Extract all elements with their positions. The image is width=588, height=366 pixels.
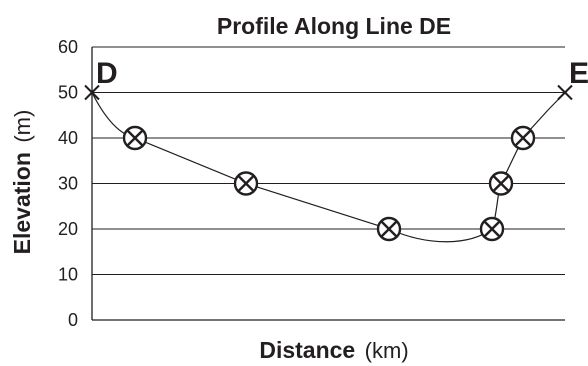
y-tick-label: 50 bbox=[58, 83, 78, 103]
end-point-label: E bbox=[569, 57, 588, 90]
y-axis-label-main: Elevation bbox=[9, 152, 35, 254]
x-axis-label: Distance (km) bbox=[259, 337, 408, 363]
data-point-marker bbox=[233, 171, 259, 196]
data-point-marker bbox=[479, 216, 505, 242]
x-axis-label-unit: (km) bbox=[365, 338, 409, 363]
y-axis-label-unit: (m) bbox=[10, 110, 35, 143]
y-tick-label: 40 bbox=[58, 128, 78, 148]
y-tick-label: 30 bbox=[58, 174, 78, 194]
chart-title: Profile Along Line DE bbox=[217, 13, 451, 39]
data-markers bbox=[84, 84, 573, 242]
data-point-marker bbox=[510, 125, 536, 151]
y-tick-label: 0 bbox=[68, 310, 78, 330]
data-point-marker bbox=[488, 171, 514, 196]
data-point-marker bbox=[122, 125, 148, 151]
y-tick-labels: 0 10 20 30 40 50 60 bbox=[58, 37, 78, 330]
y-tick-label: 20 bbox=[58, 219, 78, 239]
x-axis-label-main: Distance bbox=[259, 337, 355, 363]
start-point-marker bbox=[84, 84, 100, 101]
y-tick-label: 60 bbox=[58, 37, 78, 57]
end-point-marker bbox=[557, 84, 573, 101]
y-tick-label: 10 bbox=[58, 265, 78, 285]
start-point-label: D bbox=[96, 57, 118, 90]
data-point-marker bbox=[376, 216, 402, 242]
y-axis-label: Elevation (m) bbox=[9, 110, 35, 255]
